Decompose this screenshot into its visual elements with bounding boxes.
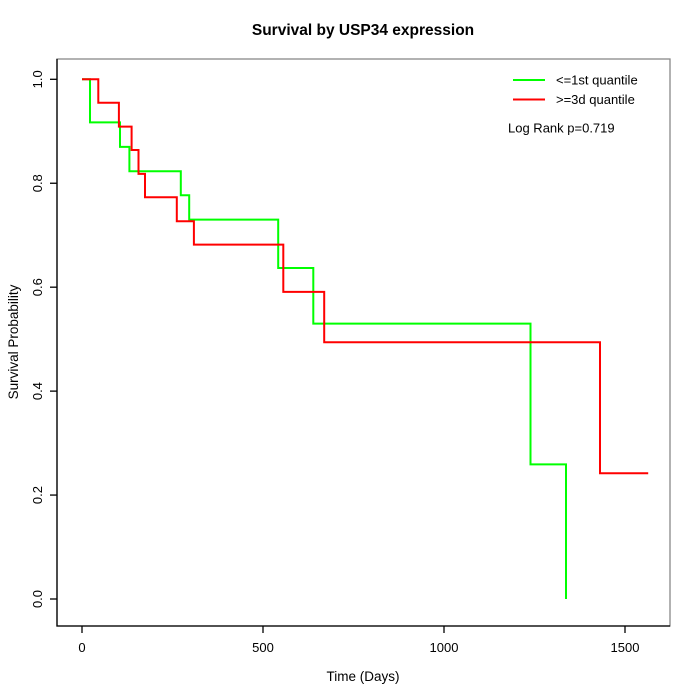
x-tick-label: 500 [252, 640, 274, 655]
y-tick-label: 1.0 [30, 70, 45, 88]
y-tick-label: 0.8 [30, 174, 45, 192]
legend-label-first-quantile: <=1st quantile [556, 73, 638, 88]
x-axis-title: Time (Days) [327, 669, 400, 684]
chart-title: Survival by USP34 expression [252, 22, 474, 39]
x-tick-label: 1500 [611, 640, 640, 655]
y-tick-label: 0.2 [30, 486, 45, 504]
x-axis: 0 500 1000 1500 [78, 626, 639, 655]
x-tick-label: 1000 [430, 640, 459, 655]
legend: <=1st quantile >=3d quantile Log Rank p=… [508, 73, 638, 136]
y-tick-label: 0.4 [30, 382, 45, 400]
y-axis: 0.0 0.2 0.4 0.6 0.8 1.0 [30, 70, 57, 608]
x-tick-label: 0 [78, 640, 85, 655]
axis-lines [56, 59, 670, 627]
survival-curves [82, 78, 649, 599]
survival-curve-high-expression [82, 78, 649, 475]
survival-curve-low-expression [82, 78, 567, 599]
y-axis-title: Survival Probability [6, 284, 21, 399]
legend-label-third-quantile: >=3d quantile [556, 92, 635, 107]
log-rank-annotation: Log Rank p=0.719 [508, 121, 615, 136]
y-tick-label: 0.0 [30, 590, 45, 608]
y-tick-label: 0.6 [30, 278, 45, 296]
